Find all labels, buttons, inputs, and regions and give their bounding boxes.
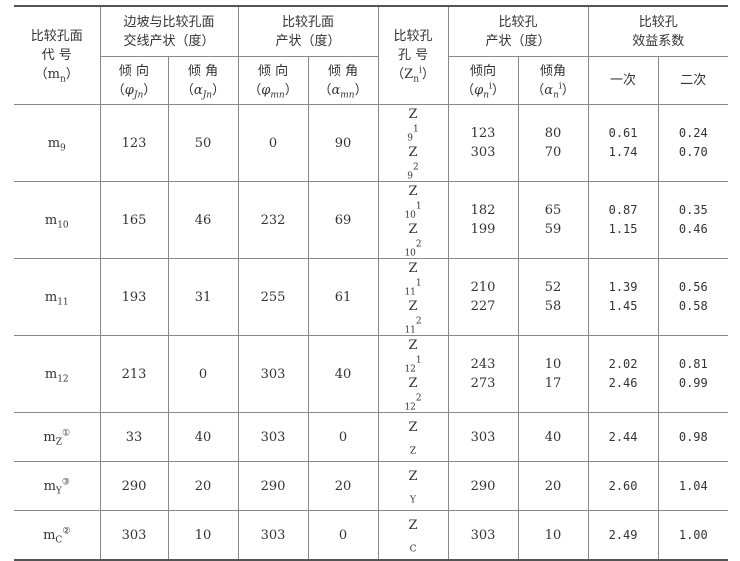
cell-c2: 0.81 0.99: [657, 335, 729, 413]
cell-code: mY③: [14, 461, 101, 511]
cell-mdip: 40: [307, 335, 379, 413]
cell-hdip: 10 17: [517, 335, 589, 413]
cell-hole: Z 111 Z 112: [377, 258, 449, 336]
cell-code: m11: [14, 258, 101, 336]
table-row: m9 123 50 0 90 Z 91 Z 92 123 303 80 70 0.61 1.74 0.24 0.…: [14, 104, 729, 182]
cell-code: mC②: [14, 510, 101, 561]
cell-code: m12: [14, 335, 101, 413]
header-first: 一次: [587, 56, 659, 105]
cell-hdir: 182 199: [447, 181, 519, 259]
cell-jdir: 165: [99, 181, 169, 259]
cell-jdip: 46: [167, 181, 239, 259]
cell-c1: 2.60: [587, 461, 659, 511]
header-hdir: 倾向 （φni）: [447, 56, 519, 105]
cell-hdir: 243 273: [447, 335, 519, 413]
cell-jdir: 303: [99, 510, 169, 561]
cell-hdir: 290: [447, 461, 519, 511]
cell-c2: 0.56 0.58: [657, 258, 729, 336]
header-coefficient: 比较孔 效益系数: [587, 5, 729, 57]
table-row: m11 193 31 255 61 Z 111 Z 112 210 227 52 58 1.39 1.45 0…: [14, 258, 729, 336]
table-row: mC② 303 10 303 0 Z C 303 10 2.49 1.00: [14, 510, 729, 561]
cell-c2: 1.04: [657, 461, 729, 511]
cell-jdir: 290: [99, 461, 169, 511]
cell-hdip: 20: [517, 461, 589, 511]
cell-c1: 1.39 1.45: [587, 258, 659, 336]
cell-code: mZ①: [14, 412, 101, 462]
cell-mdir: 303: [237, 412, 309, 462]
cell-c2: 0.98: [657, 412, 729, 462]
cell-jdir: 213: [99, 335, 169, 413]
cell-c1: 0.61 1.74: [587, 104, 659, 182]
table-row: m12 213 0 303 40 Z 121 Z 122 243 273 10 17 2.02 2.46 0.…: [14, 335, 729, 413]
cell-jdip: 50: [167, 104, 239, 182]
header-mdir: 倾 向（φmn）: [237, 56, 309, 105]
cell-c1: 2.02 2.46: [587, 335, 659, 413]
cell-hdip: 10: [517, 510, 589, 561]
cell-mdir: 290: [237, 461, 309, 511]
cell-jdir: 193: [99, 258, 169, 336]
cell-jdip: 0: [167, 335, 239, 413]
data-table: 比较孔面代 号（mn） 边坡与比较孔面 交线产状（度） 比较孔面 产状（度） 比较孔…: [14, 5, 729, 561]
cell-mdir: 303: [237, 335, 309, 413]
table-row: mZ① 33 40 303 0 Z Z 303 40 2.44 0.98: [14, 412, 729, 462]
cell-hdip: 40: [517, 412, 589, 462]
cell-c1: 0.87 1.15: [587, 181, 659, 259]
cell-jdip: 20: [167, 461, 239, 511]
cell-hdir: 123 303: [447, 104, 519, 182]
table-row: mY③ 290 20 290 20 Z Y 290 20 2.60 1.04: [14, 461, 729, 511]
cell-hdir: 210 227: [447, 258, 519, 336]
cell-hdir: 303: [447, 510, 519, 561]
cell-mdip: 0: [307, 412, 379, 462]
cell-hdip: 65 59: [517, 181, 589, 259]
cell-c1: 2.44: [587, 412, 659, 462]
header-hdip: 倾角 （αni）: [517, 56, 589, 105]
cell-c1: 2.49: [587, 510, 659, 561]
header-intersection: 边坡与比较孔面 交线产状（度）: [99, 5, 239, 57]
header-plane: 比较孔面 产状（度）: [237, 5, 379, 57]
cell-c2: 1.00: [657, 510, 729, 561]
cell-code: m10: [14, 181, 101, 259]
cell-code: m9: [14, 104, 101, 182]
header-jdip: 倾 角（αJn）: [167, 56, 239, 105]
cell-jdip: 40: [167, 412, 239, 462]
cell-jdir: 33: [99, 412, 169, 462]
header-mdip: 倾 角（αmn）: [307, 56, 379, 105]
cell-hdip: 52 58: [517, 258, 589, 336]
cell-mdir: 0: [237, 104, 309, 182]
cell-mdip: 61: [307, 258, 379, 336]
cell-c2: 0.24 0.70: [657, 104, 729, 182]
header-jdir: 倾 向（φJn）: [100, 56, 169, 105]
cell-mdip: 90: [307, 104, 379, 182]
header-code: 比较孔面代 号（mn）: [14, 5, 101, 105]
cell-mdir: 303: [237, 510, 309, 561]
cell-mdip: 69: [307, 181, 379, 259]
header-second: 二次: [657, 56, 729, 105]
cell-hdir: 303: [447, 412, 519, 462]
cell-mdip: 0: [307, 510, 379, 561]
cell-hole: Z 121 Z 122: [377, 335, 449, 413]
cell-hdip: 80 70: [517, 104, 589, 182]
cell-hole: Z 91 Z 92: [377, 104, 449, 182]
header-hole: 比较孔孔 号（Zni）: [377, 5, 449, 105]
cell-c2: 0.35 0.46: [657, 181, 729, 259]
header-hole-attitude: 比较孔 产状（度）: [447, 5, 589, 57]
cell-mdip: 20: [307, 461, 379, 511]
cell-jdip: 10: [167, 510, 239, 561]
cell-mdir: 255: [237, 258, 309, 336]
cell-mdir: 232: [237, 181, 309, 259]
table-row: m10 165 46 232 69 Z 101 Z 102 182 199 65 59 0.87 1.15 0…: [14, 181, 729, 259]
cell-jdir: 123: [99, 104, 169, 182]
cell-jdip: 31: [167, 258, 239, 336]
cell-hole: Z 101 Z 102: [377, 181, 449, 259]
